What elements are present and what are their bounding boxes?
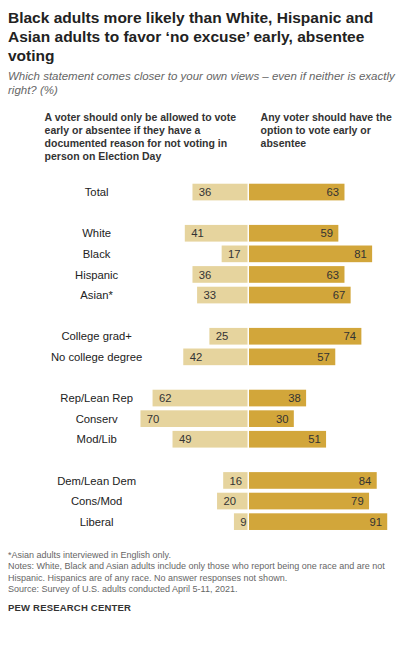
svg-text:33: 33 xyxy=(203,289,216,301)
svg-text:42: 42 xyxy=(190,351,203,363)
html-text:Source: Survey of U.S. adults: Source: Survey of U.S. adults conducted … xyxy=(8,584,238,595)
svg-text:16: 16 xyxy=(230,475,243,487)
svg-text:49: 49 xyxy=(179,433,192,445)
svg-text:70: 70 xyxy=(147,413,160,425)
svg-text:30: 30 xyxy=(276,413,289,425)
svg-text:36: 36 xyxy=(199,269,212,281)
svg-text:Cons/Mod: Cons/Mod xyxy=(71,495,122,507)
svg-text:63: 63 xyxy=(327,186,340,198)
html-text:Black adults more likely than: Black adults more likely than White, His… xyxy=(8,9,374,64)
svg-text:38: 38 xyxy=(288,392,301,404)
svg-text:59: 59 xyxy=(320,227,333,239)
html-text:Any voter should have the opti: Any voter should have the option to vote… xyxy=(260,111,392,149)
html-text:Which statement comes closer t: Which statement comes closer to your own… xyxy=(8,70,395,96)
svg-text:63: 63 xyxy=(327,269,340,281)
svg-text:17: 17 xyxy=(228,248,241,260)
svg-text:57: 57 xyxy=(317,351,330,363)
html-text:Notes: White, Black and Asian: Notes: White, Black and Asian adults inc… xyxy=(8,561,385,583)
html-text:PEW RESEARCH CENTER: PEW RESEARCH CENTER xyxy=(8,601,132,613)
svg-text:74: 74 xyxy=(343,330,356,342)
svg-text:Hispanic: Hispanic xyxy=(75,269,119,281)
svg-text:41: 41 xyxy=(191,227,204,239)
svg-text:62: 62 xyxy=(159,392,172,404)
html-text:A voter should only be allowed: A voter should only be allowed to vote e… xyxy=(44,111,237,162)
svg-text:25: 25 xyxy=(216,330,229,342)
svg-text:51: 51 xyxy=(308,433,321,445)
svg-text:No college degree: No college degree xyxy=(51,351,142,363)
svg-text:Asian*: Asian* xyxy=(80,289,113,301)
svg-text:81: 81 xyxy=(354,248,367,260)
svg-text:Dem/Lean Dem: Dem/Lean Dem xyxy=(57,475,136,487)
svg-text:College grad+: College grad+ xyxy=(61,330,132,342)
svg-text:White: White xyxy=(82,227,111,239)
svg-text:Mod/Lib: Mod/Lib xyxy=(77,433,117,445)
svg-text:Rep/Lean Rep: Rep/Lean Rep xyxy=(60,392,133,404)
svg-text:67: 67 xyxy=(333,289,346,301)
svg-text:Black: Black xyxy=(83,248,111,260)
svg-text:Conserv: Conserv xyxy=(76,413,118,425)
svg-text:91: 91 xyxy=(370,516,383,528)
svg-text:Total: Total xyxy=(85,186,109,198)
svg-text:Liberal: Liberal xyxy=(80,516,114,528)
svg-text:36: 36 xyxy=(199,186,212,198)
svg-text:9: 9 xyxy=(240,516,246,528)
svg-text:84: 84 xyxy=(359,475,372,487)
html-text:*Asian adults interviewed in E: *Asian adults interviewed in English onl… xyxy=(8,549,171,560)
svg-text:79: 79 xyxy=(351,495,364,507)
svg-text:20: 20 xyxy=(223,495,236,507)
